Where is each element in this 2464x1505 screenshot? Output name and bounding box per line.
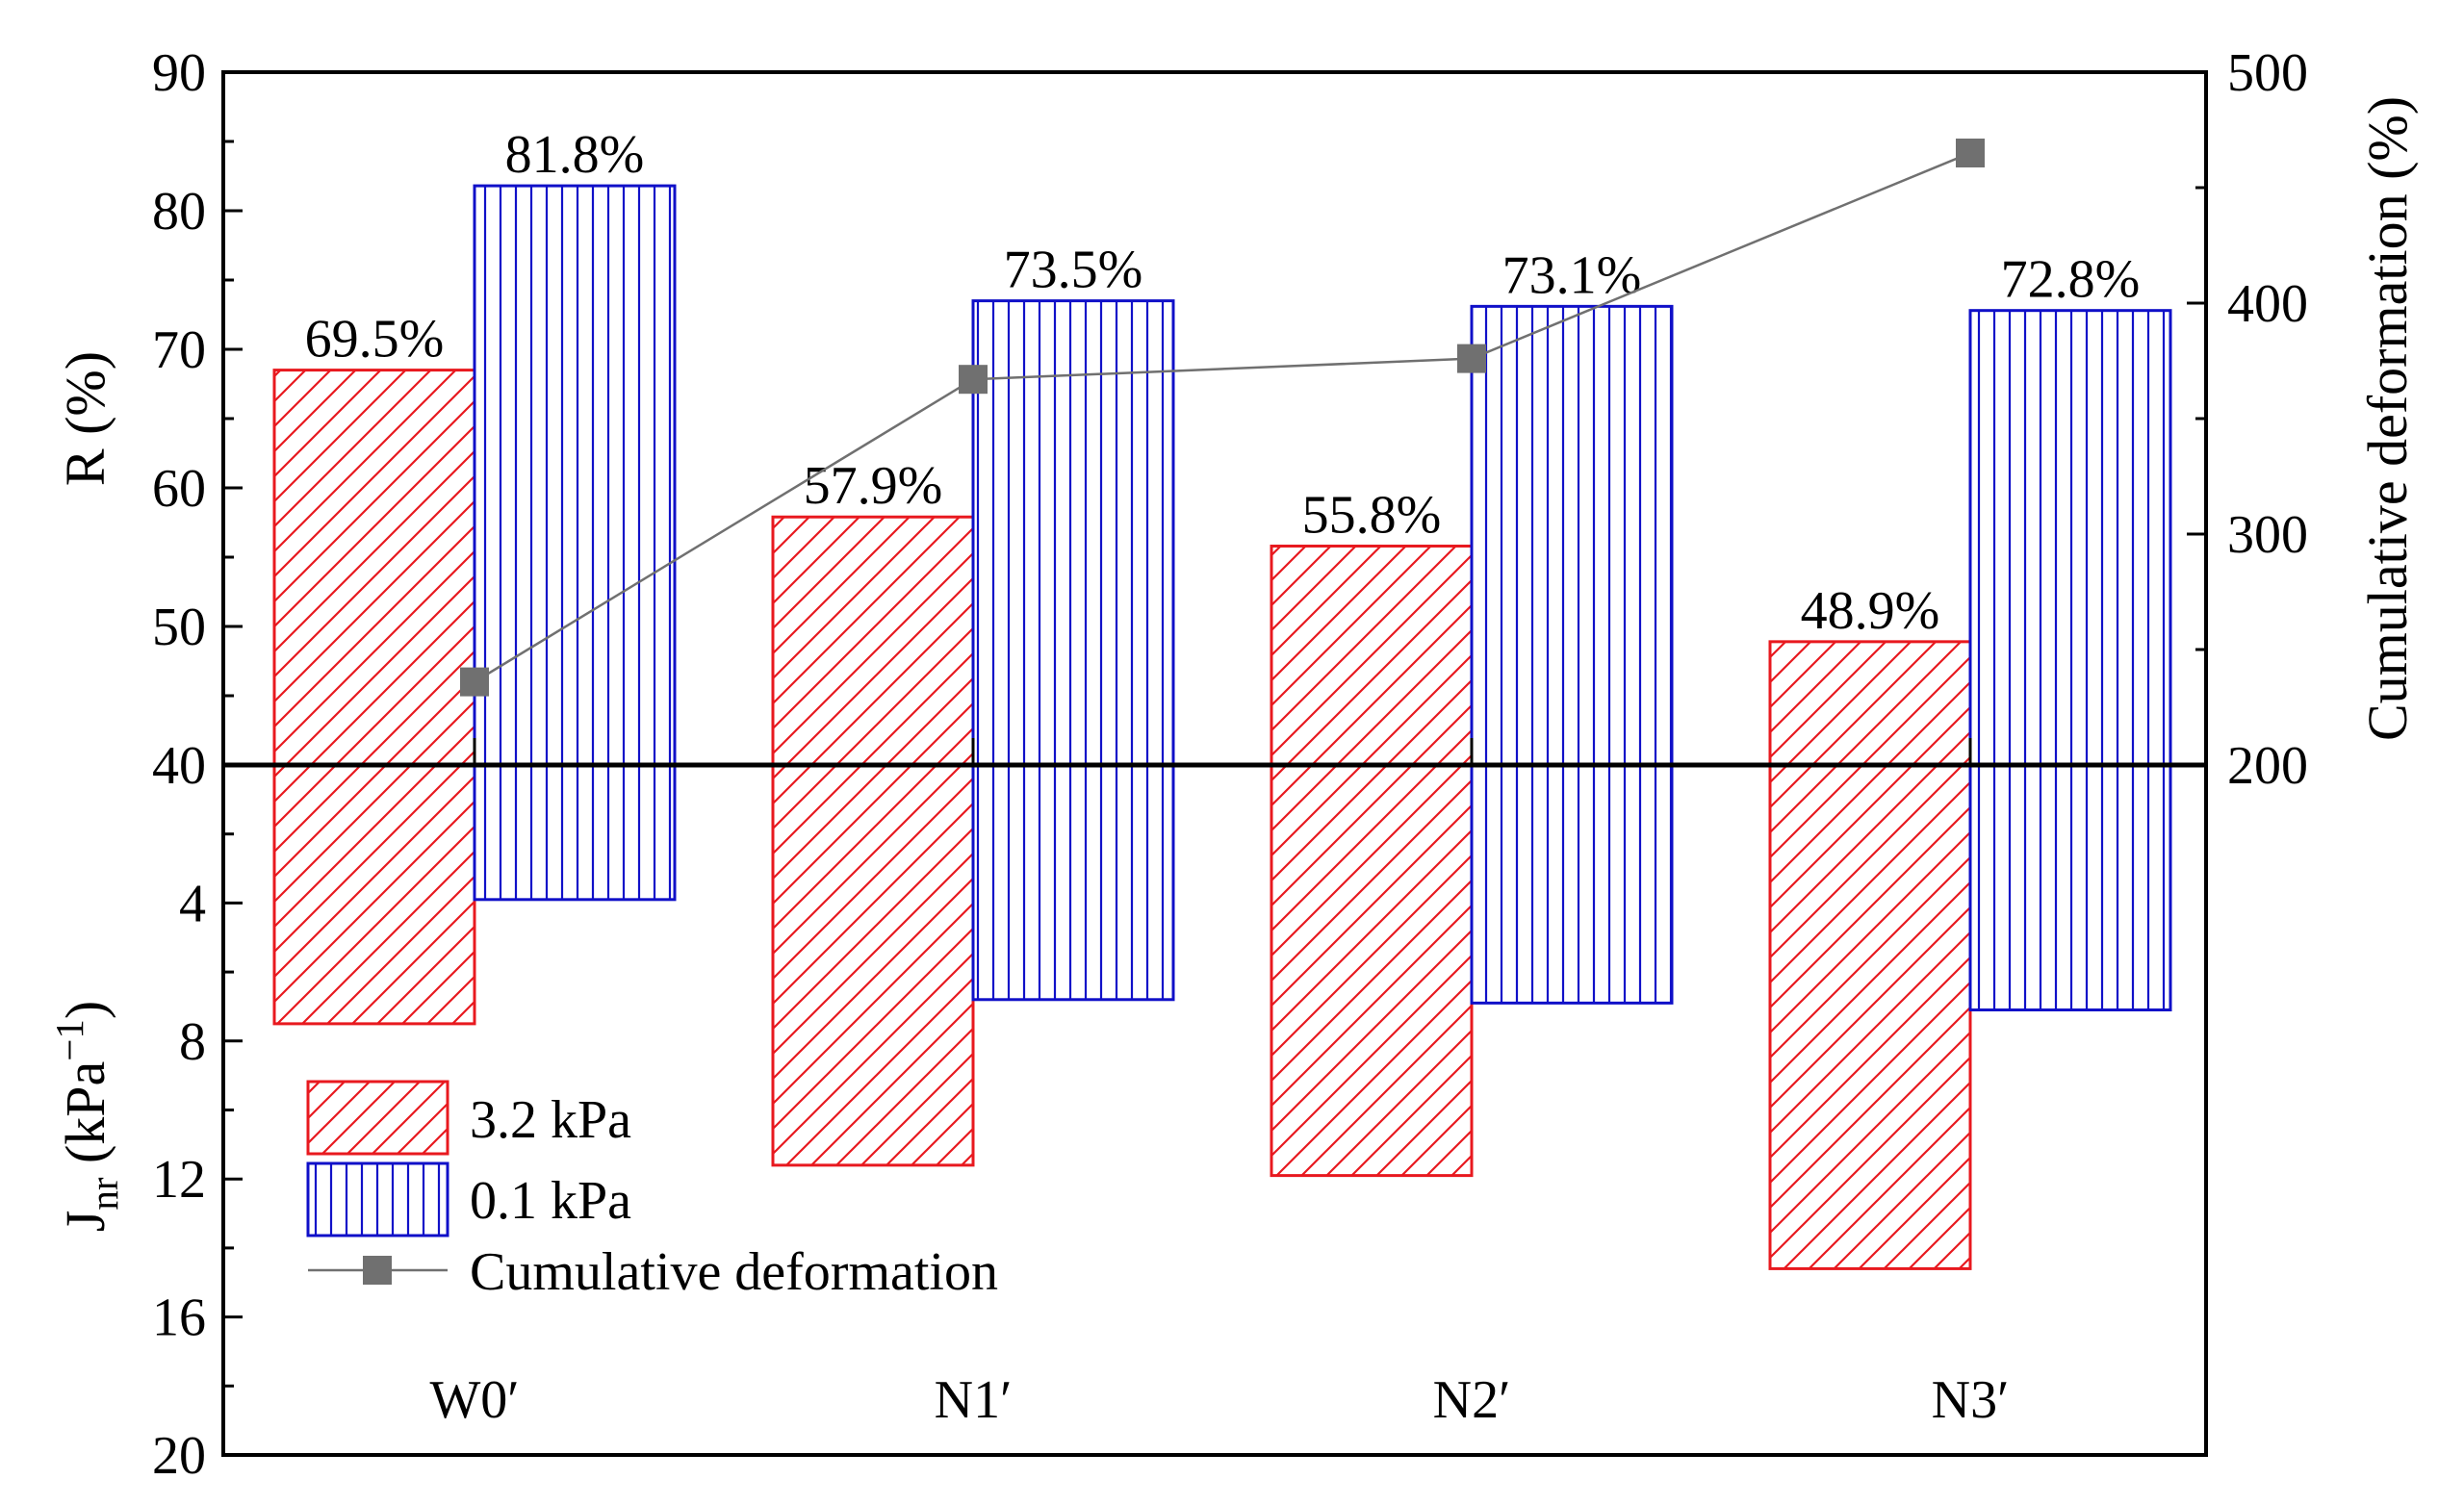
legend-marker-cumulative	[363, 1256, 392, 1285]
data-label-0-1kpa-2: 73.1%	[1502, 245, 1642, 305]
bar-r-3-2kpa-3	[1768, 640, 1972, 767]
left-upper-tick-label-80: 80	[152, 182, 206, 242]
left-upper-tick-label-90: 90	[152, 43, 206, 103]
left-upper-tick-label-70: 70	[152, 320, 206, 380]
bar-jnr-3-2kpa-1	[771, 763, 975, 1167]
data-label-3-2kpa-0: 69.5%	[305, 310, 445, 370]
data-label-3-2kpa-2: 55.8%	[1302, 485, 1442, 545]
bar-r-3-2kpa-1	[771, 515, 975, 767]
legend-label-cumulative: Cumulative deformation	[470, 1242, 998, 1302]
left-lower-tick-label-4: 4	[179, 874, 206, 933]
bar-r-0-1kpa-2	[1470, 304, 1674, 767]
right-axis-title: Cumulative deformation (%)	[2356, 96, 2419, 741]
bar-jnr-0-1kpa-2	[1470, 763, 1674, 1005]
bar-jnr-3-2kpa-3	[1768, 763, 1972, 1270]
jnr-title-part-0: J	[54, 1211, 116, 1233]
cumulative-deformation-point-1	[959, 365, 988, 395]
legend-label-0-1kpa: 0.1 kPa	[470, 1171, 631, 1231]
left-upper-tick-label-40: 40	[152, 736, 206, 796]
category-label-2: N2′	[1433, 1370, 1511, 1430]
cumulative-deformation-line	[474, 151, 1971, 683]
bar-jnr-0-1kpa-3	[1968, 763, 2172, 1012]
left-upper-tick-label-50: 50	[152, 598, 206, 657]
plot-area: 69.5% 57.9% 55.8% 48.9% 81.8% 73.5% 73.1% 72.8%…	[47, 43, 2419, 1486]
bar-jnr-3-2kpa-2	[1270, 763, 1474, 1178]
cumulative-deformation-point-3	[1956, 139, 1985, 167]
jnr-title-part-2: (kPa	[54, 1061, 116, 1178]
cumulative-deformation-point-0	[460, 667, 489, 697]
data-label-0-1kpa-1: 73.5%	[1004, 241, 1143, 300]
bar-r-0-1kpa-1	[971, 299, 1175, 767]
bar-jnr-3-2kpa-0	[272, 763, 476, 1026]
right-tick-label-500: 500	[2227, 43, 2308, 103]
data-label-0-1kpa-3: 72.8%	[2001, 250, 2141, 310]
left-lower-axis-title: Jnr (kPa−1)	[47, 1001, 126, 1233]
legend-label-3-2kpa: 3.2 kPa	[470, 1090, 631, 1150]
data-label-3-2kpa-1: 57.9%	[804, 456, 943, 516]
legend-swatch-3-2kpa	[306, 1080, 449, 1156]
left-lower-tick-label-20: 20	[152, 1426, 206, 1486]
bar-r-0-1kpa-3	[1968, 309, 2172, 767]
right-tick-label-400: 400	[2227, 274, 2308, 334]
bar-r-3-2kpa-2	[1270, 544, 1474, 767]
category-label-0: W0′	[429, 1370, 519, 1430]
jnr-title-part-1: nr	[82, 1177, 126, 1211]
bar-r-3-2kpa-0	[272, 369, 476, 767]
bar-jnr-0-1kpa-1	[971, 763, 1175, 1002]
jnr-title-part-4: )	[54, 1001, 116, 1019]
left-lower-tick-label-8: 8	[179, 1012, 206, 1072]
category-label-3: N3′	[1932, 1370, 2010, 1430]
cumulative-deformation-point-2	[1457, 344, 1486, 373]
data-label-3-2kpa-3: 48.9%	[1801, 581, 1940, 641]
data-label-0-1kpa-0: 81.8%	[505, 125, 645, 185]
jnr-title-part-3: −1	[47, 1019, 91, 1061]
right-tick-label-200: 200	[2227, 736, 2308, 796]
bar-r-0-1kpa-0	[473, 184, 677, 767]
left-lower-tick-label-12: 12	[152, 1150, 206, 1210]
category-label-1: N1′	[935, 1370, 1013, 1430]
left-upper-tick-label-60: 60	[152, 459, 206, 519]
legend-swatch-0-1kpa	[306, 1161, 449, 1237]
right-tick-label-300: 300	[2227, 505, 2308, 565]
left-lower-tick-label-16: 16	[152, 1288, 206, 1348]
bar-jnr-0-1kpa-0	[473, 763, 677, 902]
left-upper-axis-title: R (%)	[54, 351, 116, 486]
